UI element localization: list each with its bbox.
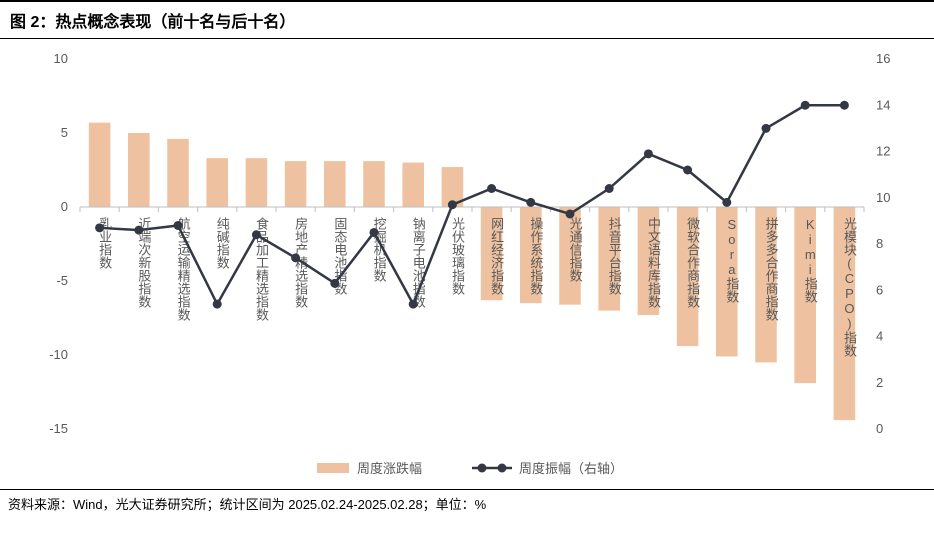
line-marker [644,149,653,158]
category-label: 中文语料库指数 [646,217,661,308]
svg-text:14: 14 [876,97,890,112]
svg-text:8: 8 [876,236,883,251]
svg-text:6: 6 [876,282,883,297]
line-marker [801,101,810,110]
svg-text:-5: -5 [56,273,68,288]
bar [246,158,268,207]
svg-text:10: 10 [876,190,890,205]
line-marker [722,198,731,207]
bar [167,139,189,207]
line-marker [370,228,379,237]
category-label: 光模块(CPO)指数 [842,217,857,357]
line-marker [840,101,849,110]
line-marker [213,300,222,309]
bar [285,161,307,207]
svg-text:10: 10 [54,51,68,66]
line-marker [134,226,143,235]
bar [128,133,150,207]
svg-text:16: 16 [876,51,890,66]
line-marker [526,198,535,207]
line-marker [566,209,575,218]
category-label: 网红经济指数 [489,217,504,295]
category-label: 钠离子电池指数 [411,217,426,308]
svg-text:5: 5 [61,125,68,140]
line-marker [95,223,104,232]
chart-source-text: 资料来源：Wind，光大证券研究所；统计区间为 2025.02.24-2025.… [8,497,486,512]
chart-source: 资料来源：Wind，光大证券研究所；统计区间为 2025.02.24-2025.… [0,489,934,517]
legend-bar-label: 周度涨跌幅 [357,461,422,476]
svg-text:12: 12 [876,144,890,159]
category-label: 航空运输精选指数 [176,216,191,321]
chart-title: 图 2：热点概念表现（前十名与后十名） [0,0,934,39]
line-marker [174,221,183,230]
line-marker [487,184,496,193]
bar [402,163,424,207]
line-marker [291,253,300,262]
chart-plot-area: -15-10-505100246810121416乳业指数近端次新股指数航空运输… [0,39,934,489]
legend-line-label: 周度振幅（右轴） [519,461,623,476]
chart-title-text: 图 2：热点概念表现（前十名与后十名） [10,14,295,31]
category-label: 拼多多合作商指数 [764,217,779,321]
line-marker [762,124,771,133]
category-label: Kimi指数 [803,217,818,303]
line-marker [605,184,614,193]
svg-text:2: 2 [876,375,883,390]
line-marker [330,279,339,288]
bar [206,158,228,207]
category-label: 微软合作商指数 [685,217,700,308]
chart-svg: -15-10-505100246810121416乳业指数近端次新股指数航空运输… [0,39,934,489]
bar [89,123,111,207]
svg-text:-10: -10 [49,347,68,362]
line-marker [252,230,261,239]
bar [324,161,346,207]
category-label: 纯碱指数 [215,217,230,269]
legend-bar-swatch [317,463,349,473]
line-marker [448,200,457,209]
category-label: Sora指数 [724,217,739,303]
bar [363,161,385,207]
line-marker [409,300,418,309]
category-label: 光伏玻璃指数 [450,217,465,295]
category-label: 光通信指数 [568,217,583,282]
svg-text:0: 0 [61,199,68,214]
svg-text:4: 4 [876,329,883,344]
svg-text:-15: -15 [49,421,68,436]
line-marker [683,166,692,175]
category-label: 操作系统指数 [528,216,543,295]
category-label: 抖音平台指数 [607,217,622,295]
svg-text:0: 0 [876,421,883,436]
